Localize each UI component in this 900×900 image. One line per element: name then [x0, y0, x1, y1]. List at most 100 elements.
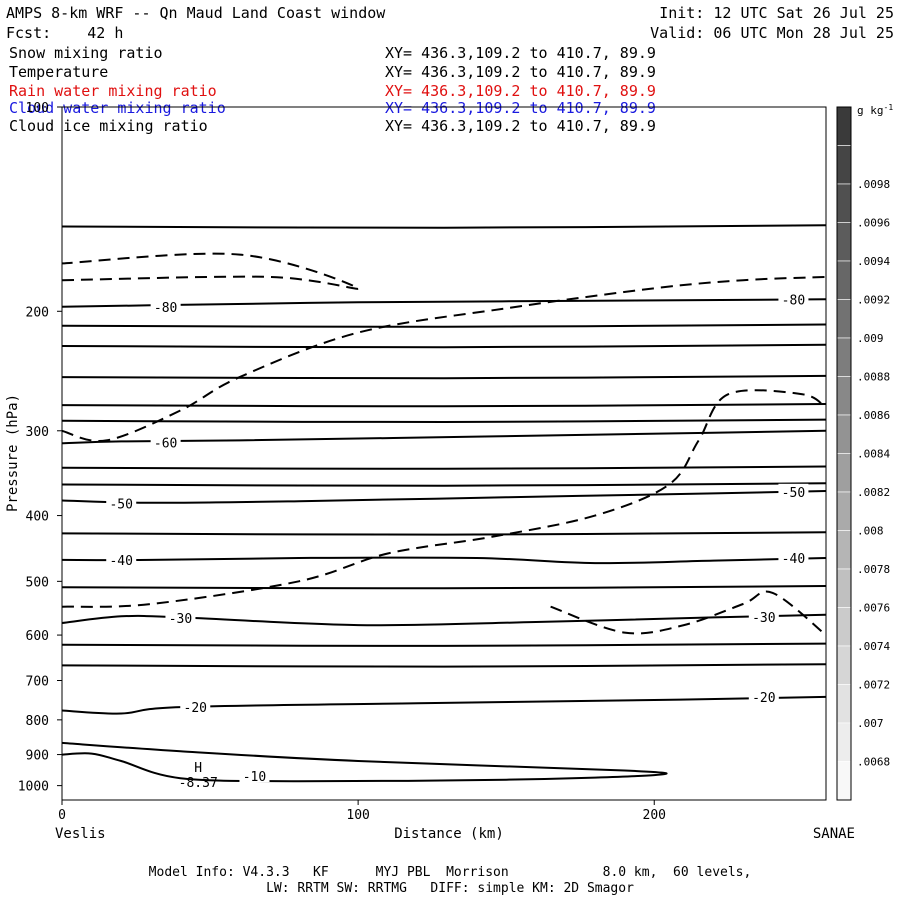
colorbar-label: .0076	[857, 602, 890, 615]
colorbar-label: .0082	[857, 486, 890, 499]
colorbar-swatch	[836, 684, 852, 724]
colorbar-swatch	[836, 761, 852, 801]
colorbar-label: .008	[857, 525, 884, 538]
contour-label: -20	[752, 691, 775, 706]
contour-label: -40	[782, 552, 805, 567]
x-tick-label: 200	[643, 808, 666, 823]
temperature-contour	[62, 695, 826, 715]
contour-label: -60	[154, 436, 177, 451]
field-name-cloud-water: Cloud water mixing ratio	[9, 99, 226, 117]
colorbar-swatch	[836, 568, 852, 608]
colorbar-label: .009	[857, 332, 884, 345]
isotherm-line	[62, 323, 826, 328]
colorbar-swatch	[836, 222, 852, 262]
y-tick-label: 700	[26, 675, 49, 690]
field-xy-temperature: XY= 436.3,109.2 to 410.7, 89.9	[385, 63, 656, 81]
x-tick-label: 0	[58, 808, 66, 823]
colorbar-units: g kg-1	[857, 103, 893, 117]
y-axis-title: Pressure (hPa)	[5, 394, 21, 512]
temperature-contour	[62, 556, 826, 565]
extremum-value: -8.37	[179, 776, 218, 791]
colorbar-swatch	[836, 337, 852, 377]
colorbar-label: .0094	[857, 255, 890, 268]
contour-label: -50	[782, 486, 805, 501]
colorbar-swatch	[836, 491, 852, 531]
x-left-endpoint-label: Veslis	[55, 826, 106, 842]
field-name-snow: Snow mixing ratio	[9, 44, 163, 62]
colorbar-swatch	[836, 260, 852, 300]
colorbar-label: .0096	[857, 217, 890, 230]
contour-label: -30	[752, 611, 775, 626]
snow-contour	[62, 275, 826, 443]
temperature-contour	[62, 298, 826, 308]
colorbar-label: .0078	[857, 563, 890, 576]
y-tick-label: 300	[26, 425, 49, 440]
contour-label: -40	[109, 554, 132, 569]
colorbar-swatch	[836, 722, 852, 762]
y-tick-label: 500	[26, 575, 49, 590]
isotherm-line	[62, 531, 826, 536]
temperature-contour	[62, 490, 826, 504]
contour-label-bg	[150, 298, 181, 313]
isotherm-line	[62, 585, 826, 590]
contour-label: -20	[184, 701, 207, 716]
field-xy-cloud-water: XY= 436.3,109.2 to 410.7, 89.9	[385, 99, 656, 117]
colorbar-swatch	[836, 299, 852, 339]
snow-contour	[62, 252, 360, 290]
colorbar-label: .0088	[857, 371, 890, 384]
isotherm-line	[62, 224, 826, 229]
contour-label: -30	[169, 612, 192, 627]
contour-label: -80	[154, 301, 177, 316]
x-axis-title: Distance (km)	[394, 826, 504, 842]
temperature-contour	[62, 429, 826, 445]
init-time: Init: 12 UTC Sat 26 Jul 25	[659, 4, 894, 22]
colorbar-frame	[836, 106, 852, 801]
contour-label-bg	[778, 483, 809, 498]
plot-frame	[61, 106, 827, 801]
colorbar-swatch	[836, 183, 852, 223]
contour-label: -10	[243, 770, 266, 785]
field-xy-snow: XY= 436.3,109.2 to 410.7, 89.9	[385, 44, 656, 62]
y-tick-label: 1000	[18, 780, 49, 795]
isotherm-line	[62, 465, 826, 470]
contour-label: -80	[782, 293, 805, 308]
contour-label-bg	[748, 688, 779, 703]
contour-label-bg	[106, 551, 137, 566]
colorbar-swatch	[836, 645, 852, 685]
colorbar-label: .0072	[857, 679, 890, 692]
chart-title: AMPS 8-km WRF -- Qn Maud Land Coast wind…	[6, 4, 386, 22]
contour-label-bg	[165, 609, 196, 624]
isotherm-line	[62, 663, 826, 668]
y-tick-label: 200	[26, 305, 49, 320]
isotherm-line	[62, 418, 826, 424]
colorbar-label: .0068	[857, 756, 890, 769]
colorbar-swatch	[836, 530, 852, 570]
colorbar-label: .0098	[857, 178, 890, 191]
contour-label-bg	[778, 291, 809, 306]
colorbar-swatch	[836, 145, 852, 185]
isotherm-line	[62, 642, 826, 647]
field-name-cloud-ice: Cloud ice mixing ratio	[9, 117, 208, 135]
snow-contour	[550, 590, 826, 636]
model-info-line1: Model Info: V4.3.3 KF MYJ PBL Morrison 8…	[148, 865, 752, 880]
field-xy-cloud-ice: XY= 436.3,109.2 to 410.7, 89.9	[385, 117, 656, 135]
contour-label-bg	[778, 550, 809, 565]
x-tick-label: 100	[346, 808, 369, 823]
field-xy-rain: XY= 436.3,109.2 to 410.7, 89.9	[385, 82, 656, 100]
extremum-marker: H	[194, 761, 202, 776]
forecast-hour: Fcst: 42 h	[6, 24, 124, 42]
snow-contour	[62, 389, 826, 608]
colorbar-label: .0084	[857, 448, 890, 461]
colorbar-swatch	[836, 376, 852, 416]
contour-label-bg	[748, 608, 779, 623]
colorbar-swatch	[836, 106, 852, 146]
contour-label-bg	[180, 699, 211, 714]
colorbar-label: .007	[857, 717, 884, 730]
temperature-contour	[62, 741, 668, 783]
y-tick-label: 800	[26, 714, 49, 729]
isotherm-line	[62, 343, 826, 349]
field-name-temperature: Temperature	[9, 63, 109, 81]
y-tick-label: 100	[26, 101, 49, 116]
isotherm-line	[62, 374, 826, 380]
